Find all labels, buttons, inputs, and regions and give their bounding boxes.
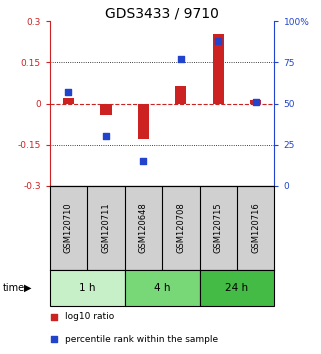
Bar — [138, 104, 149, 139]
Point — [103, 134, 108, 139]
Point — [216, 38, 221, 44]
Text: GSM120648: GSM120648 — [139, 202, 148, 253]
Point — [141, 158, 146, 164]
Text: log10 ratio: log10 ratio — [65, 312, 115, 321]
Bar — [250, 100, 261, 104]
Text: GSM120715: GSM120715 — [214, 202, 223, 253]
Point — [52, 314, 57, 320]
Point — [178, 56, 183, 62]
Text: ▶: ▶ — [23, 282, 31, 293]
Point — [66, 89, 71, 95]
Title: GDS3433 / 9710: GDS3433 / 9710 — [105, 6, 219, 20]
Point — [52, 336, 57, 342]
Text: GSM120708: GSM120708 — [176, 202, 185, 253]
Bar — [100, 104, 112, 115]
Bar — [200, 270, 274, 306]
Text: 4 h: 4 h — [154, 282, 170, 293]
Text: GSM120710: GSM120710 — [64, 202, 73, 253]
Text: 1 h: 1 h — [79, 282, 95, 293]
Text: time: time — [3, 282, 25, 293]
Text: percentile rank within the sample: percentile rank within the sample — [65, 335, 219, 344]
Bar — [50, 270, 125, 306]
Point — [253, 99, 258, 105]
Text: GSM120711: GSM120711 — [101, 202, 110, 253]
Text: 24 h: 24 h — [225, 282, 248, 293]
Bar — [213, 34, 224, 104]
Bar — [175, 86, 187, 104]
Bar — [125, 270, 200, 306]
Bar — [63, 97, 74, 104]
Text: GSM120716: GSM120716 — [251, 202, 260, 253]
